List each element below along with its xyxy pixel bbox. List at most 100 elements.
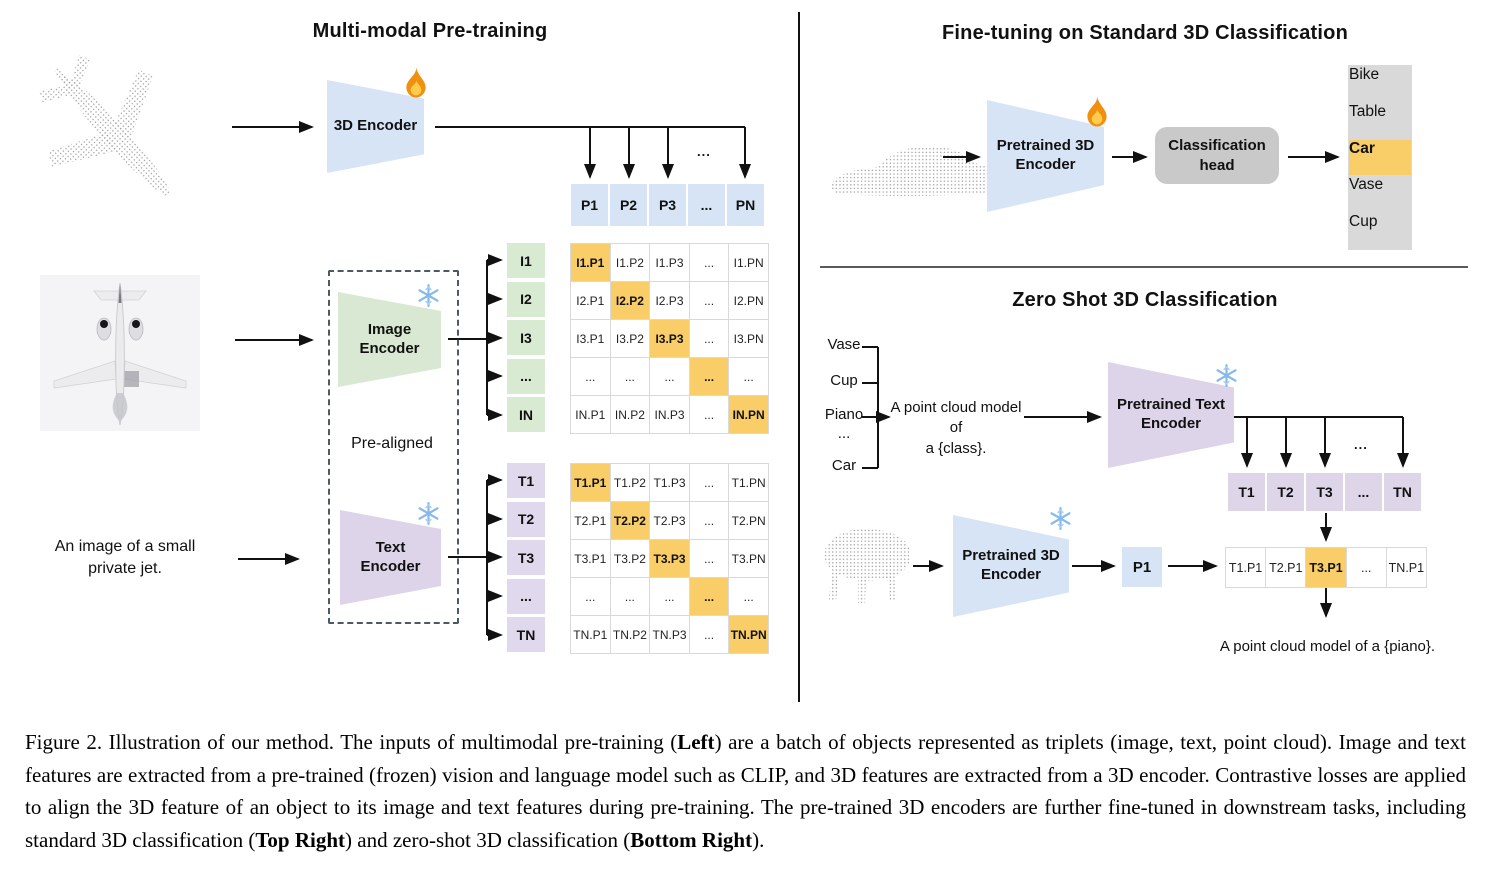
image-feature-cell: I2 [507,281,545,317]
zeroshot-result-cell: T3.P1 [1306,548,1346,587]
text-feature-cell: T1 [507,463,545,498]
similarity-cell: ... [610,358,650,395]
similarity-cell: IN.P3 [650,396,689,433]
similarity-cell: T3.P3 [650,540,689,577]
zeroshot-t-cell: T3 [1306,473,1343,511]
similarity-cell: ... [729,578,768,615]
pretraining-title: Multi-modal Pre-training [312,20,548,42]
arrows-layer [39,12,1468,702]
similarity-cell: T2.PN [729,502,768,539]
image-feature-cell: I3 [507,320,545,355]
zeroshot-result-cell: TN.P1 [1386,548,1426,587]
prompt-text: A point cloud model of a {class}. [890,398,1022,459]
similarity-cell: I3.PN [729,320,768,357]
similarity-cell: I1.PN [729,244,768,281]
flame-icon [1084,95,1110,132]
classification-head: Classification head [1155,127,1279,184]
similarity-cell: T3.P1 [571,540,610,577]
zeroshot-class-label: Car [831,457,857,474]
prealigned-label: Pre-aligned [351,435,433,452]
text-feature-cell: TN [507,617,545,652]
prompt-line1: A point cloud model of [890,399,1022,437]
text-feature-column: T1 T2 T3... TN [507,463,545,652]
similarity-cell: T3.PN [729,540,768,577]
zeroshot-title: Zero Shot 3D Classification [1012,289,1278,311]
image-encoder: Image Encoder [338,292,441,387]
image-feature-cell: ... [507,358,545,394]
similarity-cell: I2.P1 [571,282,610,319]
zeroshot-class-label: ... [837,425,851,442]
similarity-cell: ... [689,282,729,319]
caption-segment: ) and zero-shot 3D classification ( [345,827,631,852]
figure-caption: Figure 2. Illustration of our method. Th… [25,726,1466,856]
image-caption-line2: private jet. [88,559,162,577]
image-caption: An image of a small private jet. [20,536,230,579]
similarity-cell: I3.P3 [650,320,689,357]
pretrained-3d-encoder-label: Pretrained 3D Encoder [996,137,1095,173]
p-feature-cell: PN [727,184,764,226]
p-feature-cell: P1 [571,184,608,226]
similarity-cell: ... [650,358,689,395]
similarity-cell: IN.P1 [571,396,610,433]
text-point-matrix: T1.P1 T1.P2 T1.P3... T1.PN T2.P1 T2.P2 T2.P3..… [570,463,769,654]
airplane-point-cloud [39,54,171,196]
text-feature-cell: T3 [507,540,545,575]
similarity-cell: T1.P2 [610,464,650,501]
similarity-cell: I3.P2 [610,320,650,357]
caption-bold-segment: Top Right [255,827,346,852]
similarity-cell: ... [650,578,689,615]
similarity-cell: I1.P2 [610,244,650,281]
image-feature-cell: I1 [507,243,545,278]
similarity-cell: ... [689,540,729,577]
similarity-cell: ... [689,396,729,433]
ellipsis: ... [1354,437,1368,452]
class-option: Vase [1349,176,1384,194]
similarity-cell: I2.PN [729,282,768,319]
image-point-matrix: I1.P1 I1.P2 I1.P3... I1.PN I2.P1 I2.P2 I2.P3..… [570,243,769,434]
text-feature-cell: T2 [507,501,545,537]
text-feature-cell: ... [507,578,545,614]
zeroshot-result-cell: ... [1346,548,1386,587]
similarity-cell: T1.PN [729,464,768,501]
zeroshot-result-cell: T2.P1 [1266,548,1306,587]
similarity-cell: I2.P2 [610,282,650,319]
zeroshot-t-cell: T1 [1228,473,1265,511]
similarity-cell: ... [689,358,729,395]
zeroshot-t-cell: ... [1345,473,1382,511]
caption-segment: ) are a batch of objects represented as … [25,730,1466,852]
image-encoder-label: Image Encoder [359,320,420,357]
caption-bold-segment: Bottom Right [630,827,753,852]
flame-icon [403,66,429,103]
class-option: Bike [1349,66,1380,83]
p-feature-row: P1 P2 P3... PN [571,184,764,226]
p1-cell: P1 [1122,547,1162,587]
snowflake-icon [416,283,441,313]
similarity-cell: ... [689,616,729,653]
jet-photo [40,275,200,431]
zeroshot-result-row: T1.P1 T2.P1 T3.P1... TN.P1 [1225,547,1427,588]
similarity-cell: ... [689,320,729,357]
similarity-cell: I1.P1 [571,244,610,281]
similarity-cell: ... [689,244,729,281]
similarity-cell: TN.P1 [571,616,610,653]
similarity-cell: ... [689,502,729,539]
classification-head-label: Classification head [1168,137,1266,174]
zeroshot-t-row: T1 T2 T3... TN [1228,473,1421,511]
similarity-cell: ... [689,578,729,615]
similarity-cell: T2.P1 [571,502,610,539]
ellipsis: ... [697,144,711,159]
text-encoder-label: Text Encoder [360,538,421,575]
p-feature-cell: P2 [610,184,647,226]
piano-point-cloud [824,529,911,604]
similarity-cell: TN.PN [729,616,768,653]
class-option: Table [1349,102,1387,120]
finetuning-title: Fine-tuning on Standard 3D Classificatio… [941,22,1348,44]
similarity-cell: ... [689,464,729,501]
snowflake-icon [1048,506,1073,536]
image-feature-column: I1 I2 I3... IN [507,243,545,432]
similarity-cell: TN.P3 [650,616,689,653]
snowflake-icon [416,501,441,531]
similarity-cell: T2.P2 [610,502,650,539]
caption-segment: ). [752,827,765,852]
